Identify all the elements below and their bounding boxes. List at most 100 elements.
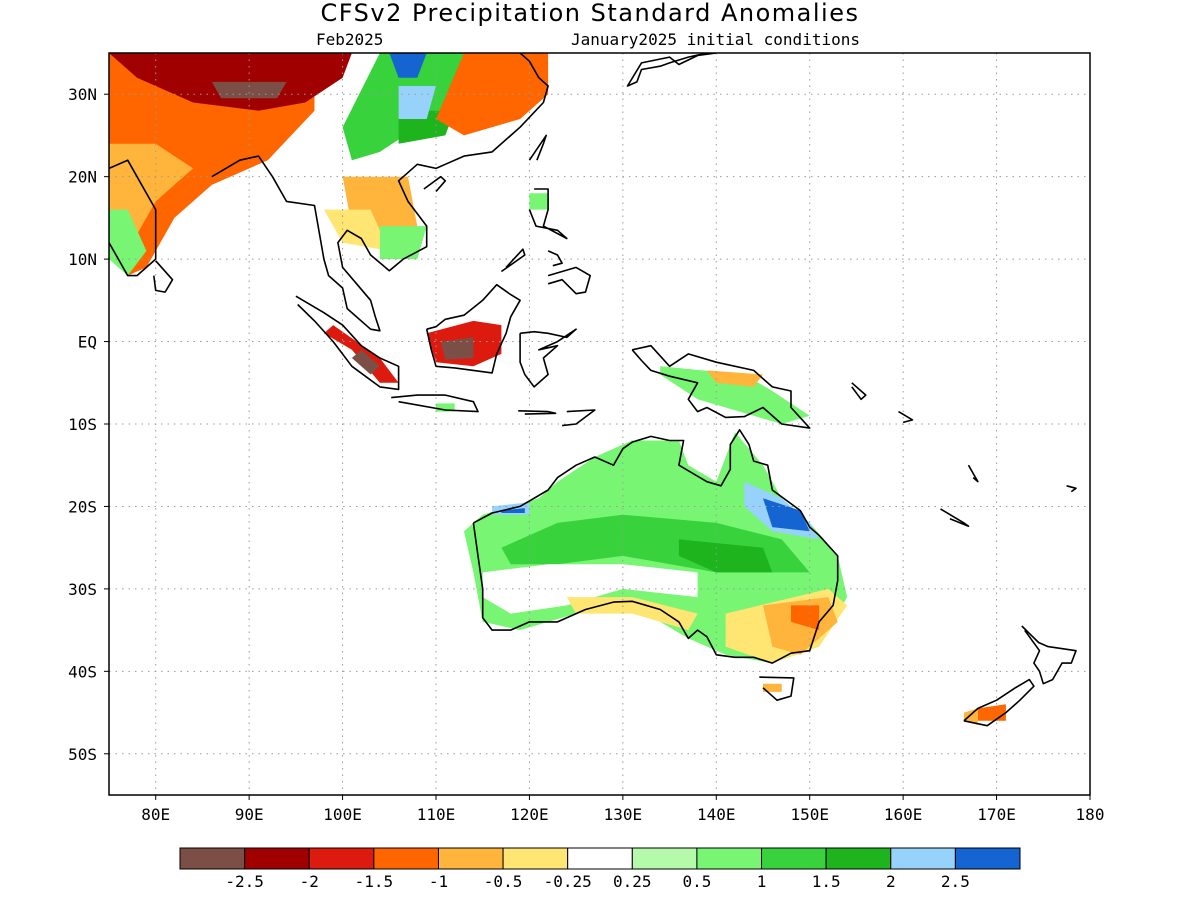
anomaly-region-south-china-very-wet <box>398 86 436 119</box>
anomaly-region-tasmania-dry <box>763 683 782 692</box>
colorbar-swatch <box>179 847 246 870</box>
colorbar-swatch <box>567 847 633 870</box>
colorbar-swatch <box>631 847 698 870</box>
colorbar <box>179 847 1021 870</box>
colorbar-swatch <box>954 847 1021 870</box>
coastline <box>940 508 970 528</box>
coastline <box>759 676 795 702</box>
colorbar-label: -0.25 <box>544 872 592 891</box>
latitude-axis: 30N 20N 10N EQ 10S 20S 30S 40S 50S <box>68 85 109 764</box>
coastline <box>547 250 563 267</box>
anomaly-region-india-dry-moderate <box>109 143 194 235</box>
colorbar-swatch <box>825 847 892 870</box>
initial-conditions-label: January2025 initial conditions <box>571 30 860 49</box>
colorbar-swatch <box>308 847 375 870</box>
coastline <box>472 428 839 664</box>
colorbar-label: -2 <box>300 872 319 891</box>
colorbar-label: 1 <box>757 872 767 891</box>
chart-title: CFSv2 Precipitation Standard Anomalies <box>321 0 860 27</box>
lon-tick-label: 140E <box>697 805 736 824</box>
lon-tick-label: 150E <box>790 805 829 824</box>
coastline <box>109 159 157 277</box>
colorbar-label: 1.5 <box>812 872 841 891</box>
anomaly-region-pilbara-extreme <box>501 508 525 513</box>
anomaly-region-east-china-dry <box>436 53 549 136</box>
lon-tick-label: 180 <box>1076 805 1105 824</box>
anomaly-region-sumatra-core <box>351 349 380 375</box>
colorbar-label: 2 <box>886 872 896 891</box>
anomaly-region-indochina-slight <box>323 209 390 251</box>
lon-tick-label: 120E <box>510 805 549 824</box>
lon-tick-label: 130E <box>604 805 643 824</box>
coastline <box>1066 485 1077 493</box>
colorbar-label: -1.5 <box>355 872 394 891</box>
colorbar-swatch <box>244 847 310 870</box>
coastline <box>528 134 548 161</box>
lon-tick-label: 170E <box>977 805 1016 824</box>
colorbar-label: -2.5 <box>225 872 264 891</box>
colorbar-swatch <box>696 847 763 870</box>
lat-tick-label: 10S <box>68 415 97 434</box>
lon-tick-label: 160E <box>884 805 923 824</box>
colorbar-label: -1 <box>429 872 448 891</box>
anomaly-region-new-guinea-dry <box>706 370 763 387</box>
forecast-month: Feb2025 <box>316 30 383 49</box>
map-gridlines <box>109 53 1090 795</box>
anomaly-region-borneo-core <box>440 337 474 360</box>
coastline <box>391 394 479 413</box>
lon-tick-label: 100E <box>323 805 362 824</box>
coastline <box>528 188 568 240</box>
anomaly-region-luzon-wet <box>529 193 549 210</box>
lon-tick-label: 110E <box>417 805 456 824</box>
coastline <box>851 382 867 401</box>
coastline <box>626 53 717 87</box>
anomaly-region-new-guinea-wet <box>660 366 810 424</box>
colorbar-swatch <box>373 847 439 870</box>
anomaly-region-indochina-wet <box>379 226 427 260</box>
lat-tick-label: 50S <box>68 745 97 764</box>
longitude-axis: 80E 90E 100E 110E 120E 130E 140E 150E 160E 170E 18… <box>141 795 1104 824</box>
coastline <box>519 328 577 388</box>
colorbar-swatch <box>761 847 827 870</box>
colorbar-swatch <box>502 847 569 870</box>
colorbar-label: 0.5 <box>682 872 711 891</box>
coastline <box>631 344 811 429</box>
lat-tick-label: 20S <box>68 497 97 516</box>
colorbar-label: 2.5 <box>941 872 970 891</box>
anomaly-region-queensland-extreme <box>763 498 810 532</box>
coastline-layer <box>109 53 1077 727</box>
coastline <box>518 410 557 415</box>
coastline <box>562 409 596 427</box>
coastline <box>963 678 1035 727</box>
colorbar-labels: -2.5 -2 -1.5 -1 -0.5 -0.25 0.25 0.5 1 1.5 2 2.5 <box>225 872 969 891</box>
colorbar-label: -0.5 <box>484 872 523 891</box>
lat-tick-label: EQ <box>78 333 97 352</box>
coastline <box>211 53 549 332</box>
lat-tick-label: 30N <box>68 85 97 104</box>
anomaly-region-himalaya-very-dry <box>109 53 352 111</box>
lon-tick-label: 90E <box>235 805 264 824</box>
coastline <box>153 260 174 293</box>
colorbar-swatch <box>437 847 504 870</box>
coastline <box>898 410 914 424</box>
coastline <box>500 248 526 273</box>
coastline <box>1021 625 1077 685</box>
map-plot-area <box>109 53 1090 795</box>
coastline <box>425 283 521 374</box>
anomaly-region-southeast-dry-strong <box>791 605 820 631</box>
anomaly-region-central-china-extreme <box>389 53 427 78</box>
anomaly-region-australia-central-wetter <box>678 539 773 573</box>
lon-tick-label: 80E <box>141 805 170 824</box>
lat-tick-label: 30S <box>68 580 97 599</box>
coastline <box>423 175 447 193</box>
coastline <box>295 295 400 391</box>
colorbar-label: 0.25 <box>613 872 652 891</box>
anomaly-region-tibet-core <box>211 81 287 99</box>
lat-tick-label: 10N <box>68 250 97 269</box>
colorbar-swatch <box>890 847 956 870</box>
lat-tick-label: 20N <box>68 168 97 187</box>
anomaly-shading-layer <box>109 53 1006 725</box>
lat-tick-label: 40S <box>68 662 97 681</box>
coastline <box>547 266 592 295</box>
